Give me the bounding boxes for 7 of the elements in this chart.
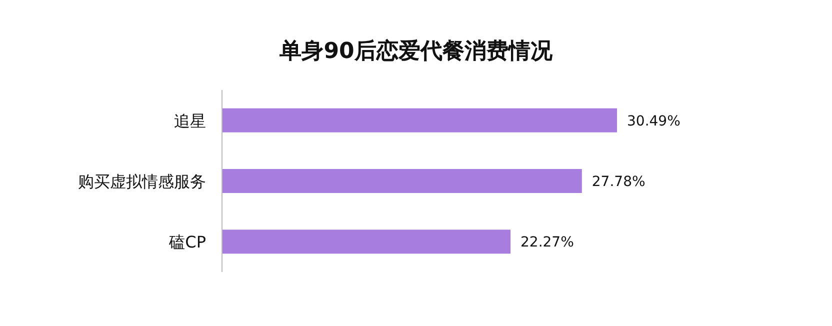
y-tick-label: 购买虚拟情感服务 bbox=[78, 172, 206, 191]
y-tick-label: 追星 bbox=[174, 111, 206, 130]
data-label: 30.49% bbox=[627, 113, 680, 130]
y-tick-label: 磕CP bbox=[168, 232, 206, 252]
data-label: 27.78% bbox=[592, 174, 646, 190]
data-label: 22.27% bbox=[520, 234, 574, 251]
chart-title: 单身90后恋爱代餐消费情况 bbox=[278, 38, 554, 64]
